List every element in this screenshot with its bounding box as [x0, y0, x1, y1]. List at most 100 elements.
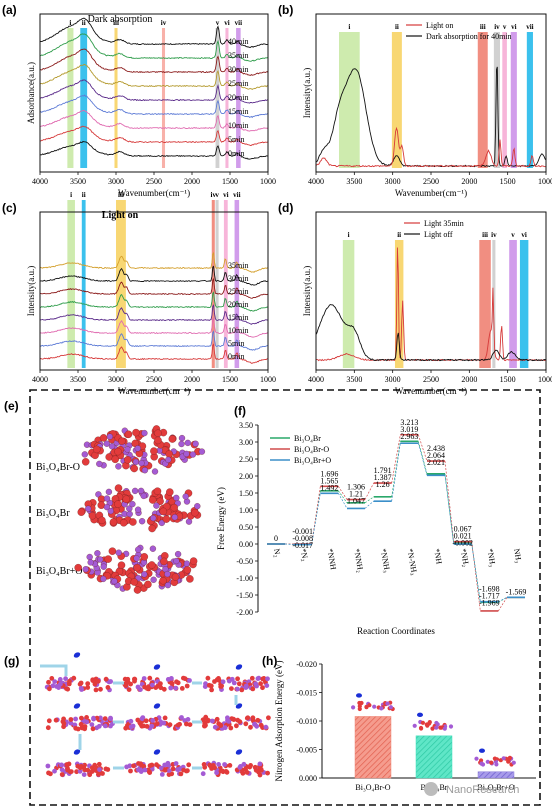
series-line-c-5	[39, 316, 269, 338]
category-label-f-7: *NH₂	[459, 548, 471, 568]
oxygen-atom	[167, 722, 173, 728]
oxygen-atom	[185, 768, 190, 774]
oxygen-atom	[46, 679, 51, 685]
bismuth-atom	[265, 676, 270, 682]
panel-letter-h: (h)	[262, 654, 277, 668]
category-label-f-3: *NNH₂	[352, 548, 365, 574]
band-label-d-ii: ii	[397, 231, 401, 239]
dashed-frame	[29, 389, 541, 806]
series-label-c-4: 15min	[228, 313, 248, 322]
bismuth-atom	[81, 772, 87, 777]
oxygen-atom	[46, 718, 52, 724]
chart-f: -2.00 -1.50 -1.00 -0.50 0.00 0.50 1.00 1.50 2.00…	[216, 418, 526, 636]
bismuth-atom	[141, 571, 148, 578]
oxygen-atom	[109, 518, 118, 526]
bismuth-atom	[253, 681, 259, 687]
x-tick-label-b-5: 1500	[500, 177, 516, 186]
series-line-a-0	[39, 17, 268, 48]
oxygen-atom	[184, 683, 190, 689]
oxygen-atom	[114, 484, 123, 492]
chart-h: 0.000 -0.005 -0.010 -0.015 -0.020 Nitrogen Ad…	[274, 660, 536, 792]
x-axis-label-d: Wavenumber(cm⁻¹)	[395, 386, 467, 396]
band-label-d-v: v	[511, 231, 515, 239]
oxygen-atom	[159, 507, 168, 516]
x-tick-label-b-1: 3500	[346, 177, 362, 186]
oxygen-atom	[114, 500, 122, 508]
x-tick-label-b-6: 1000	[538, 177, 552, 186]
y-tick-label-f-0: -2.00	[236, 608, 253, 617]
bismuth-atom	[178, 440, 185, 448]
molecule-clusters-e	[74, 425, 206, 594]
oxygen-atom	[253, 767, 259, 773]
energy-connector-f-2-3	[364, 500, 374, 509]
series-label-a-0: 40min	[228, 37, 248, 46]
legend-label-f-0: Bi₃O₄Br	[294, 434, 321, 443]
oxygen-atom	[132, 676, 137, 682]
oxygen-atom	[178, 771, 184, 777]
oxygen-atom	[74, 563, 82, 572]
series-line-c-0	[39, 251, 269, 274]
energy-connector-f-2-5	[417, 443, 428, 476]
oxygen-atom	[150, 447, 158, 455]
bismuth-atom	[140, 492, 147, 500]
x-tick-label-b-2: 3000	[385, 177, 401, 186]
bismuth-atom	[132, 458, 140, 466]
value-label-f-1-6: 2.438	[427, 444, 445, 453]
band-label-d-vi: vi	[521, 231, 527, 239]
oxygen-atom	[260, 685, 265, 691]
bismuth-atom	[173, 494, 180, 502]
slab-atom-h	[388, 705, 393, 710]
bismuth-atom	[86, 553, 93, 561]
bismuth-atom	[94, 550, 101, 557]
bismuth-atom	[149, 545, 157, 552]
bismuth-atom	[126, 510, 133, 518]
chart-title-a: Dark absorption	[88, 14, 153, 25]
bismuth-atom	[128, 718, 134, 724]
bismuth-atom	[115, 549, 122, 556]
band-a-i	[67, 28, 74, 168]
oxygen-atom	[77, 508, 86, 516]
y-tick-label-f-11: 3.50	[239, 421, 253, 430]
band-d-ii	[394, 240, 404, 368]
oxygen-atom	[166, 488, 174, 496]
panel-letter-d: (d)	[278, 201, 293, 215]
oxygen-atom	[68, 769, 74, 774]
oxygen-atom	[154, 762, 159, 768]
structure-label-br-plus-o: Bi₃O₄Br+O	[36, 566, 83, 577]
slab-atom-h	[357, 706, 362, 712]
bismuth-atom	[87, 559, 94, 566]
nitrogen-molecule	[235, 749, 243, 755]
oxygen-atom	[169, 771, 175, 777]
x-tick-label-c-1: 3500	[70, 375, 86, 384]
energy-connector-f-1-6	[444, 461, 455, 542]
band-label-a-v: v	[216, 19, 220, 27]
oxygen-atom	[93, 687, 99, 693]
oxygen-atom	[158, 681, 163, 686]
legend-label-b-0: Light on	[426, 21, 453, 30]
y-axis-label-f: Free Energy (eV)	[216, 487, 226, 550]
bismuth-atom	[164, 570, 171, 578]
nitrogen-molecule	[153, 703, 161, 709]
value-label-f-2-6: 2.021	[427, 458, 445, 467]
band-label-c-vii: vii	[233, 191, 240, 199]
oxygen-atom	[65, 686, 71, 692]
series-label-a-2: 30min	[228, 65, 248, 74]
panel-letter-g: (g)	[4, 654, 19, 668]
slab-atom-h	[435, 722, 440, 727]
band-a-vi	[225, 28, 229, 168]
x-tick-label-c-3: 2500	[146, 375, 162, 384]
adsorption-sequence-g	[40, 652, 271, 778]
legend-label-f-2: Bi₃O₄Br+O	[294, 456, 331, 465]
bismuth-atom	[263, 724, 269, 730]
sequence-arrow-start	[40, 664, 68, 676]
oxygen-atom	[125, 723, 130, 728]
bismuth-atom	[52, 768, 57, 774]
nitrogen-molecule	[73, 703, 81, 709]
value-label-f-2-7: -0.002	[452, 539, 473, 548]
x-axis-label-f: Reaction Coordinates	[357, 626, 435, 636]
oxygen-atom	[266, 715, 271, 721]
series-label-c-0: 35min	[228, 261, 248, 270]
